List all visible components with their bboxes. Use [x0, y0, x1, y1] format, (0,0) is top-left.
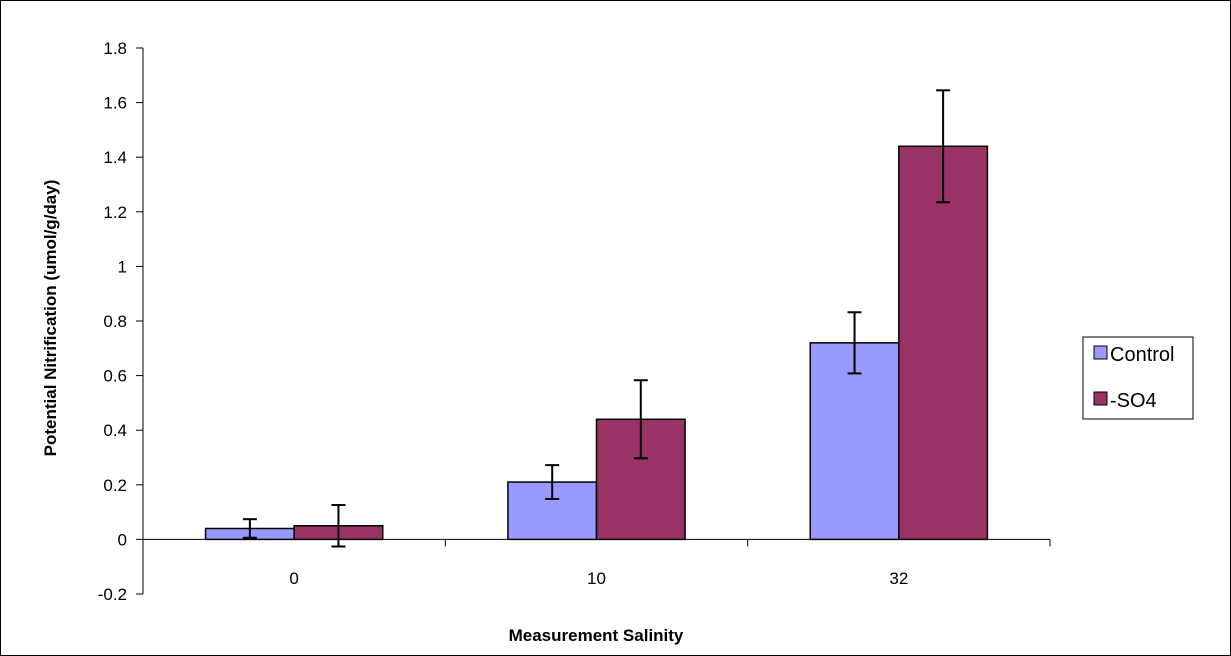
y-tick-label: 0.4 — [103, 421, 127, 440]
error-bars — [242, 89, 951, 548]
y-tick-label: 0.2 — [103, 476, 127, 495]
y-tick-label: -0.2 — [98, 585, 127, 604]
legend-label-control: Control — [1110, 344, 1174, 366]
x-tick-label: 0 — [289, 569, 298, 588]
y-axis-title: Potential Nitrification (umol/g/day) — [41, 180, 60, 457]
y-tick-label: 0.8 — [103, 312, 127, 331]
y-tick-label: 1.8 — [103, 39, 127, 58]
y-tick-label: 0 — [118, 530, 127, 549]
x-axis-title: Measurement Salinity — [509, 626, 684, 645]
x-axis: 0 10 32 — [142, 538, 1051, 588]
bars — [204, 145, 989, 541]
y-axis: -0.2 0 0.2 0.4 0.6 0.8 1 1.2 1.4 1.6 1.8 — [98, 39, 144, 604]
legend-swatch-so4 — [1093, 391, 1108, 406]
legend-swatch-control — [1093, 345, 1108, 360]
y-tick-label: 1.6 — [103, 94, 127, 113]
legend: Control -SO4 — [1082, 336, 1194, 420]
y-tick-label: 1.4 — [103, 148, 127, 167]
y-tick-label: 1.2 — [103, 203, 127, 222]
y-tick-label: 1 — [118, 257, 127, 276]
x-tick-label: 10 — [587, 569, 606, 588]
bar-control-32 — [809, 342, 900, 541]
y-tick-label: 0.6 — [103, 367, 127, 386]
x-tick-label: 32 — [889, 569, 908, 588]
legend-label-so4: -SO4 — [1110, 390, 1157, 412]
bar-so4-32 — [898, 145, 989, 541]
